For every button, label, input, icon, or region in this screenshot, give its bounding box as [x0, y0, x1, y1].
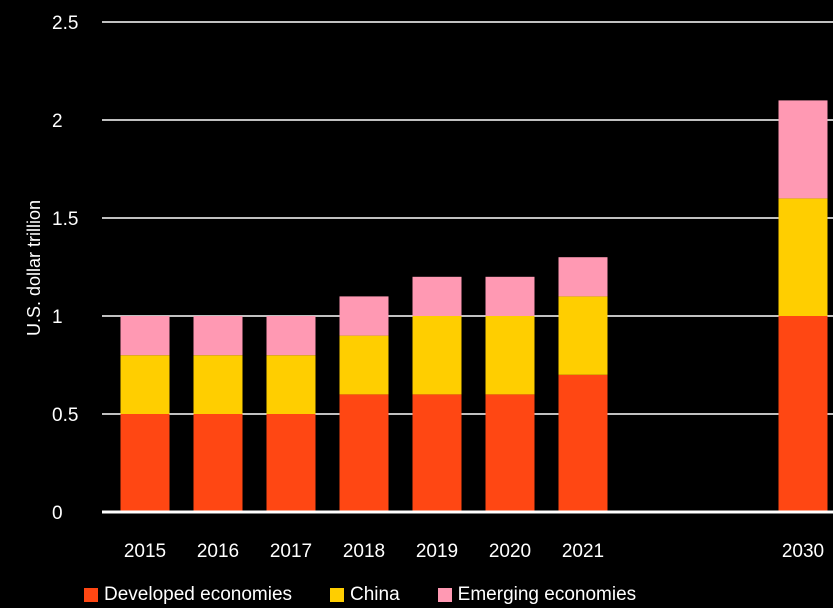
bar-china-2019	[412, 316, 462, 395]
bar-china-2021	[558, 296, 608, 375]
bar-developed-economies-2015	[120, 414, 170, 512]
legend-swatch	[84, 588, 98, 602]
x-tick-labels: 2015 2016 2017 2018 2019 2020 2021 2030	[124, 541, 824, 562]
legend-label: Developed economies	[104, 584, 293, 605]
bar-emerging-economies-2019	[412, 276, 462, 316]
x-tick-label: 2019	[416, 541, 458, 562]
bar-developed-economies-2016	[193, 414, 243, 512]
y-tick-label: 2	[52, 111, 63, 132]
legend: Developed economies China Emerging economi…	[84, 584, 674, 606]
bar-china-2016	[193, 355, 243, 414]
y-tick-label: 1	[52, 307, 63, 328]
bar-china-2018	[339, 335, 389, 395]
y-tick-labels: 0 0.5 1 1.5 2 2.5	[52, 13, 78, 524]
x-tick-label: 2015	[124, 541, 166, 562]
bar-emerging-economies-2018	[339, 296, 389, 336]
bar-emerging-economies-2016	[193, 316, 243, 356]
x-tick-label: 2016	[197, 541, 239, 562]
y-tick-label: 1.5	[52, 209, 78, 230]
bar-china-2020	[485, 316, 535, 395]
bar-emerging-economies-2015	[120, 316, 170, 356]
x-tick-label: 2018	[343, 541, 385, 562]
bar-china-2017	[266, 355, 316, 414]
legend-item: Developed economies	[84, 584, 292, 606]
bar-emerging-economies-2017	[266, 316, 316, 356]
x-tick-label: 2020	[489, 541, 531, 562]
bar-emerging-economies-2030	[778, 100, 828, 199]
legend-swatch	[330, 588, 345, 602]
bar-developed-economies-2018	[339, 394, 389, 512]
y-tick-label: 2.5	[52, 13, 78, 34]
bar-developed-economies-2019	[412, 394, 462, 512]
bar-emerging-economies-2021	[558, 257, 608, 297]
x-tick-label: 2021	[562, 541, 604, 562]
legend-item: Emerging economies	[437, 584, 637, 606]
bar-stacks	[120, 100, 828, 512]
bar-developed-economies-2021	[558, 374, 608, 512]
legend-label: Emerging economies	[457, 584, 637, 605]
bar-china-2015	[120, 355, 170, 414]
bar-china-2030	[778, 198, 828, 316]
legend-label: China	[350, 584, 400, 605]
bar-developed-economies-2017	[266, 414, 316, 512]
bar-developed-economies-2030	[778, 316, 828, 512]
y-axis-title: U.S. dollar trillion	[24, 200, 44, 336]
y-tick-label: 0.5	[52, 405, 78, 426]
legend-item: China	[330, 584, 400, 606]
legend-swatch	[437, 588, 452, 602]
bar-developed-economies-2020	[485, 394, 535, 512]
x-tick-label: 2017	[270, 541, 312, 562]
x-tick-label: 2030	[782, 541, 824, 562]
bar-emerging-economies-2020	[485, 276, 535, 316]
y-tick-label: 0	[52, 503, 63, 524]
